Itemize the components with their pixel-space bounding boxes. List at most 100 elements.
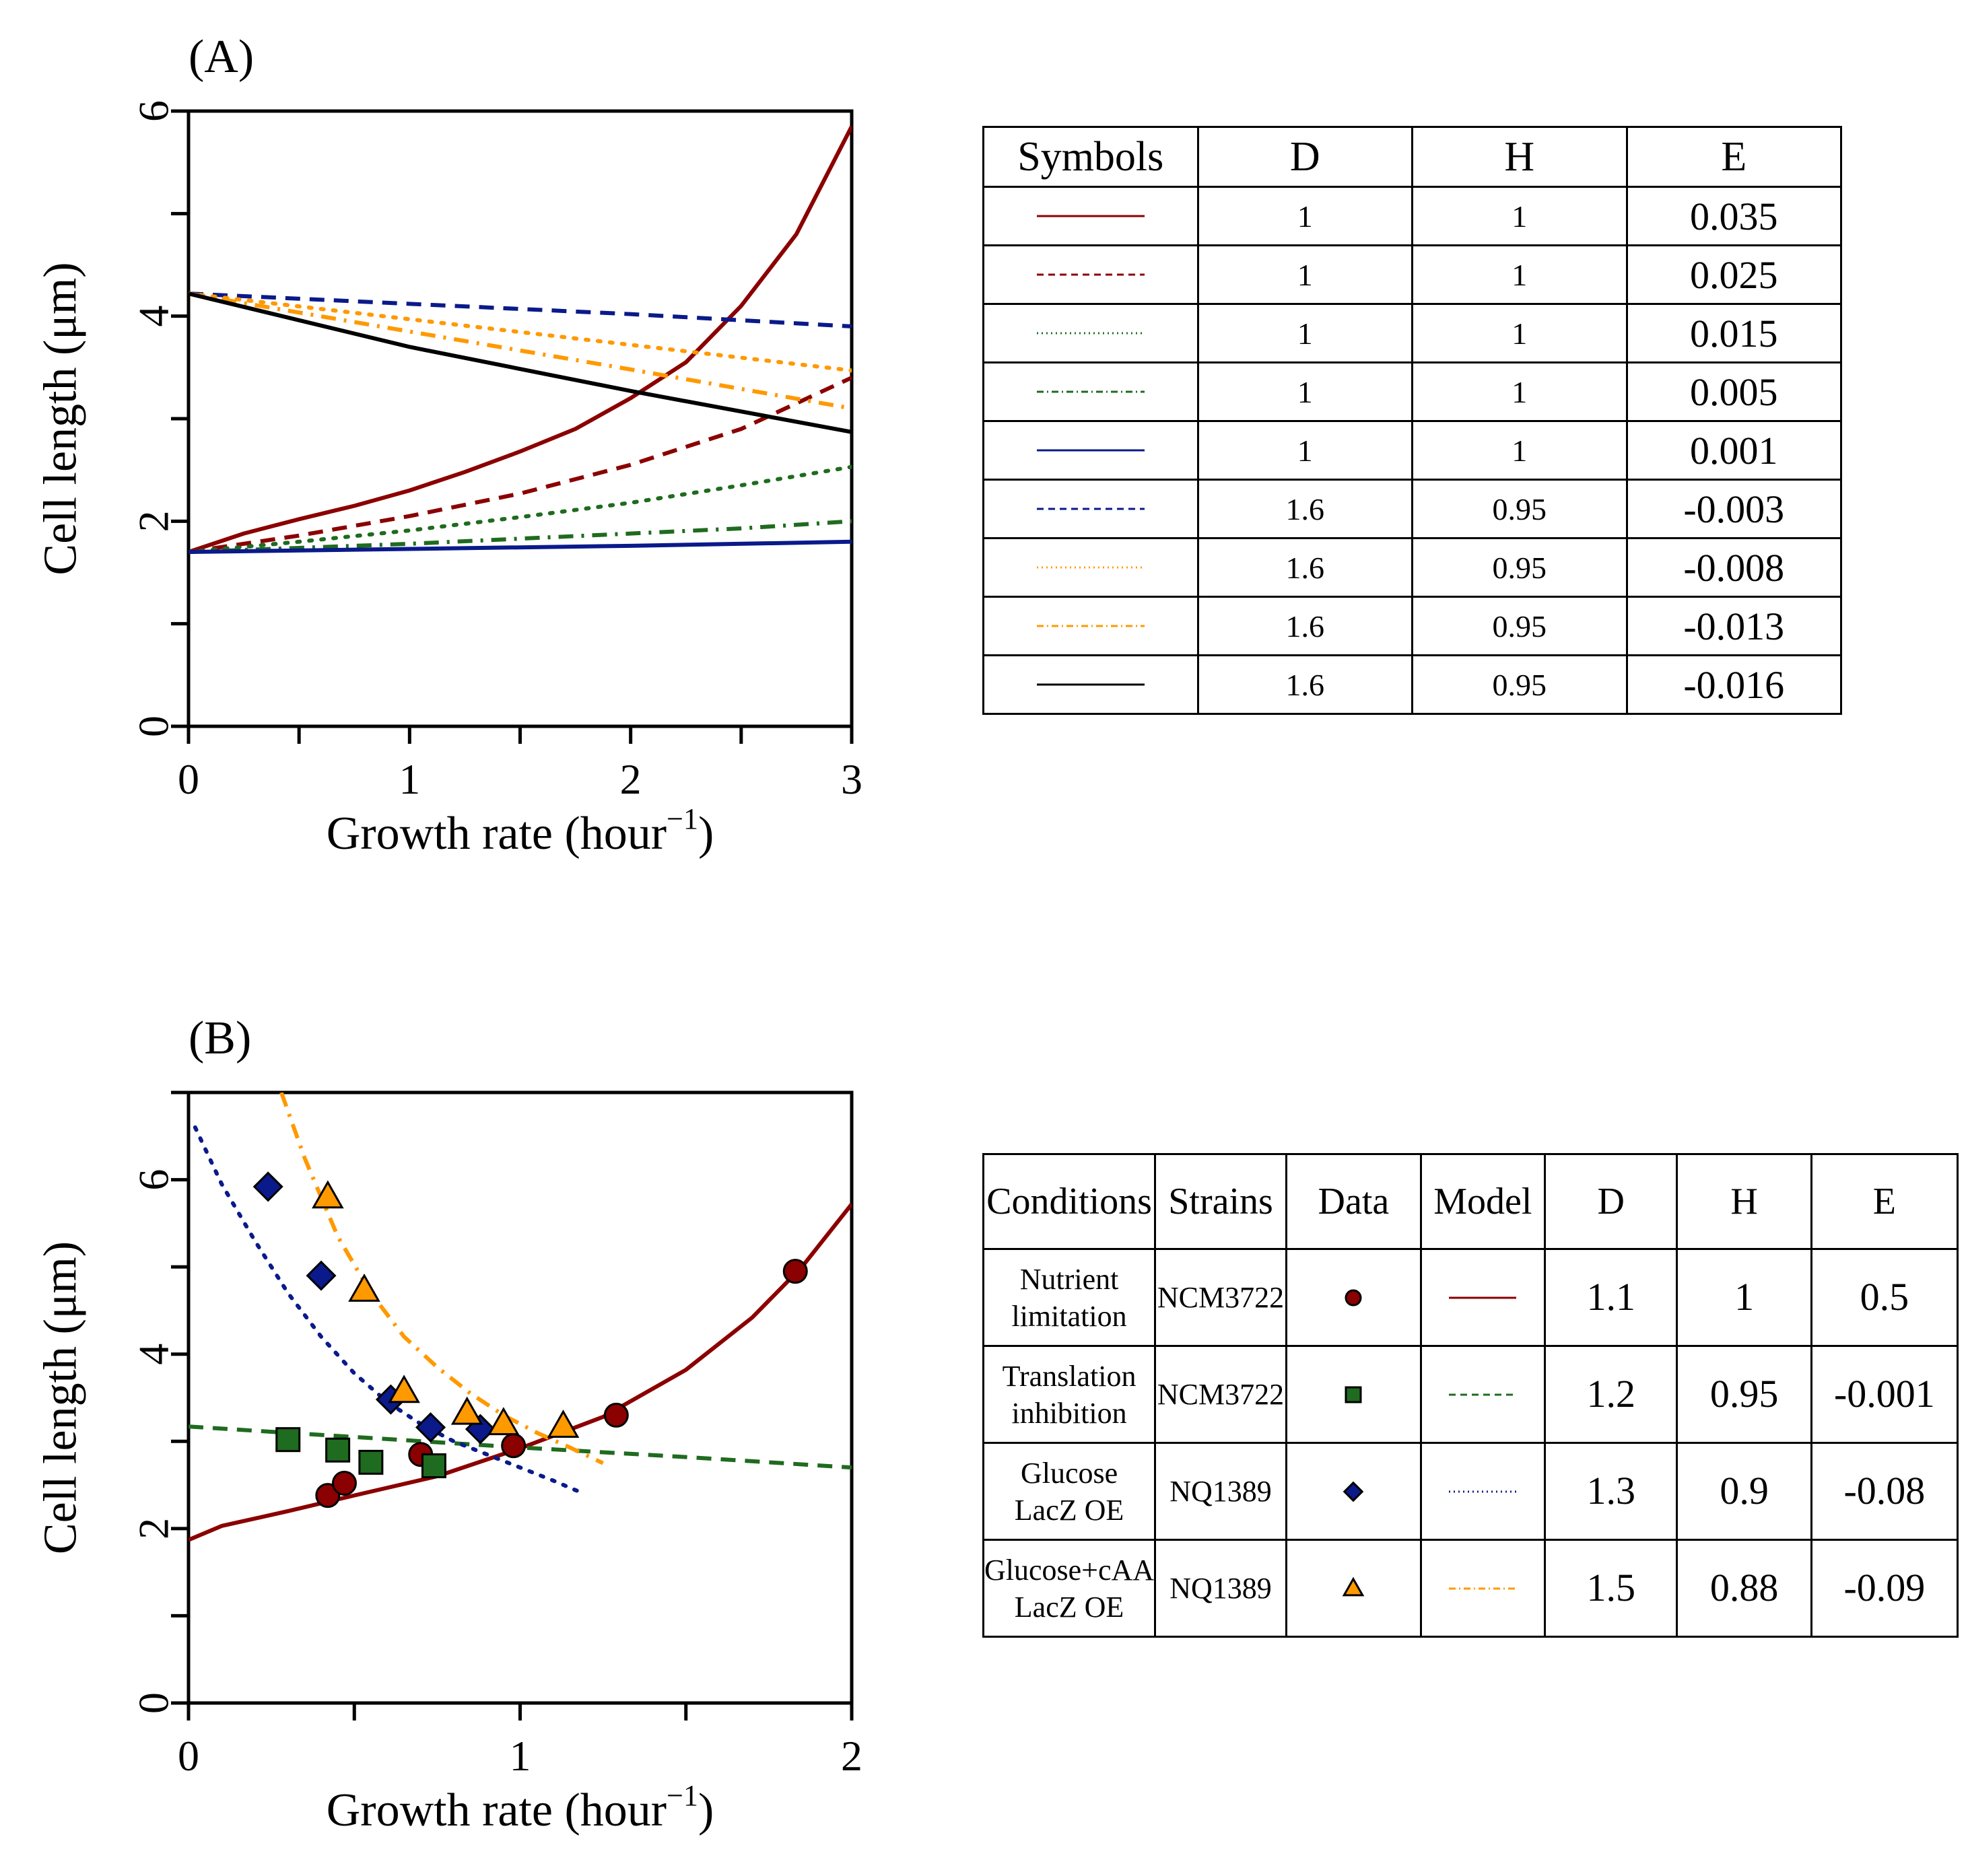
panel-label: (A) xyxy=(189,31,254,83)
e-cell: 0.015 xyxy=(1625,303,1842,363)
x-tick-label: 0 xyxy=(178,755,199,803)
e-cell: -0.003 xyxy=(1625,479,1842,539)
table-b-header: E xyxy=(1810,1153,1959,1250)
table-row: 1 1 0.035 xyxy=(982,186,1842,246)
e-cell: 0.025 xyxy=(1625,244,1842,305)
symbol-cell xyxy=(982,244,1199,305)
h-cell: 1 xyxy=(1411,361,1628,422)
x-tick-label: 3 xyxy=(841,755,862,803)
d-cell: 1 xyxy=(1196,361,1413,422)
data-point-circle xyxy=(603,1402,629,1428)
table-row: 1.6 0.95 -0.016 xyxy=(982,654,1842,715)
table-row: 1 1 0.001 xyxy=(982,420,1842,481)
data-point-triangle xyxy=(312,1180,344,1209)
d-cell: 1.5 xyxy=(1543,1539,1678,1638)
symbol-cell xyxy=(982,303,1199,363)
h-cell: 0.95 xyxy=(1411,537,1628,598)
legend-line-symbol xyxy=(1449,1587,1517,1589)
legend-line-symbol xyxy=(1036,449,1145,452)
strain-cell: NQ1389 xyxy=(1154,1442,1287,1541)
data-point-triangle xyxy=(450,1396,483,1425)
h-cell: 0.95 xyxy=(1411,654,1628,715)
e-cell: 0.5 xyxy=(1810,1248,1959,1347)
table-b-header-row: Conditions Strains Data Model D H E xyxy=(982,1153,1959,1250)
panel-label: (B) xyxy=(189,1012,251,1064)
h-cell: 0.95 xyxy=(1676,1345,1812,1444)
series-line-7 xyxy=(189,291,852,373)
panel-a: (A) 0 2 4 6 0 1 2 3 Growth rate (hour−1) Cell leng… xyxy=(35,31,863,860)
legend-marker-triangle xyxy=(1343,1576,1365,1596)
symbol-cell xyxy=(982,361,1199,422)
h-cell: 0.88 xyxy=(1676,1539,1812,1638)
series-line-1 xyxy=(189,125,852,554)
table-b-header: Strains xyxy=(1154,1153,1287,1250)
series-line-8 xyxy=(189,291,852,411)
legend-line-symbol xyxy=(1036,508,1145,510)
table-row: 1 1 0.015 xyxy=(982,303,1842,363)
data-marker-cell xyxy=(1285,1345,1422,1444)
h-cell: 1 xyxy=(1411,420,1628,481)
e-cell: -0.013 xyxy=(1625,596,1842,656)
e-cell: -0.09 xyxy=(1810,1539,1959,1638)
model-line-cell xyxy=(1419,1345,1546,1444)
y-tick-label: 6 xyxy=(130,100,178,122)
x-tick-label: 2 xyxy=(841,1732,862,1780)
legend-line-symbol xyxy=(1036,683,1145,686)
table-row: Nutrient limitation NCM3722 1.1 1 0.5 xyxy=(982,1248,1959,1347)
condition-cell: Nutrient limitation xyxy=(982,1248,1157,1347)
condition-cell: Translation inhibition xyxy=(982,1345,1157,1444)
table-row: 1 1 0.025 xyxy=(982,244,1842,305)
data-point-square xyxy=(325,1437,351,1463)
condition-line-1: Nutrient xyxy=(1019,1262,1119,1296)
e-cell: 0.005 xyxy=(1625,361,1842,422)
table-row: 1.6 0.95 -0.008 xyxy=(982,537,1842,598)
data-point-square xyxy=(421,1453,446,1479)
legend-table-a: Symbols D H E 1 1 0.035 1 1 0.025 1 1 0.015 1 1 0.005 1 1… xyxy=(982,126,1842,715)
table-a-header: Symbols xyxy=(982,126,1199,188)
legend-line-symbol xyxy=(1449,1393,1517,1395)
y-tick-label: 6 xyxy=(130,1169,178,1191)
condition-line-1: Glucose xyxy=(1020,1456,1118,1490)
series-line-9 xyxy=(189,291,852,434)
y-tick-label: 2 xyxy=(130,510,178,532)
x-axis-title-text: Growth rate (hour xyxy=(327,808,667,860)
table-row: Translation inhibition NCM3722 1.2 0.95 -0.00… xyxy=(982,1345,1959,1444)
d-cell: 1 xyxy=(1196,303,1413,363)
model-line-1 xyxy=(189,1202,852,1542)
legend-line-symbol xyxy=(1036,273,1145,276)
table-b-header: H xyxy=(1676,1153,1812,1250)
e-cell: -0.016 xyxy=(1625,654,1842,715)
y-tick-label: 2 xyxy=(130,1518,178,1539)
d-cell: 1.6 xyxy=(1196,479,1413,539)
y-tick-label: 0 xyxy=(130,1692,178,1714)
table-row: Glucose+cAA LacZ OE NQ1389 1.5 0.88 -0.09 xyxy=(982,1539,1959,1638)
model-line-cell xyxy=(1419,1539,1546,1638)
plot-area xyxy=(189,1092,852,1542)
h-cell: 1 xyxy=(1411,303,1628,363)
d-cell: 1 xyxy=(1196,420,1413,481)
table-b-header: D xyxy=(1543,1153,1678,1250)
d-cell: 1.6 xyxy=(1196,654,1413,715)
e-cell: 0.035 xyxy=(1625,186,1842,246)
symbol-cell xyxy=(982,420,1199,481)
condition-line-1: Translation xyxy=(1002,1359,1136,1393)
plot-frame xyxy=(186,1090,854,1705)
x-axis-title: Growth rate (hour−1) xyxy=(327,802,714,860)
y-axis-title: Cell length (μm) xyxy=(35,262,87,575)
condition-line-2: LacZ OE xyxy=(1014,1590,1124,1624)
table-row: 1.6 0.95 -0.003 xyxy=(982,479,1842,539)
e-cell: -0.001 xyxy=(1810,1345,1959,1444)
series-line-6 xyxy=(189,291,852,328)
model-line-cell xyxy=(1419,1248,1546,1347)
x-axis-title: Growth rate (hour−1) xyxy=(327,1779,714,1836)
legend-line-symbol xyxy=(1036,566,1145,569)
legend-line-symbol xyxy=(1449,1296,1517,1298)
data-point-triangle xyxy=(388,1375,420,1403)
plot-frame xyxy=(186,109,854,728)
x-tick-label: 1 xyxy=(510,1732,531,1780)
data-point-circle xyxy=(782,1259,808,1284)
x-axis-title-close: ) xyxy=(698,808,714,860)
data-marker-cell xyxy=(1285,1248,1422,1347)
d-cell: 1 xyxy=(1196,186,1413,246)
